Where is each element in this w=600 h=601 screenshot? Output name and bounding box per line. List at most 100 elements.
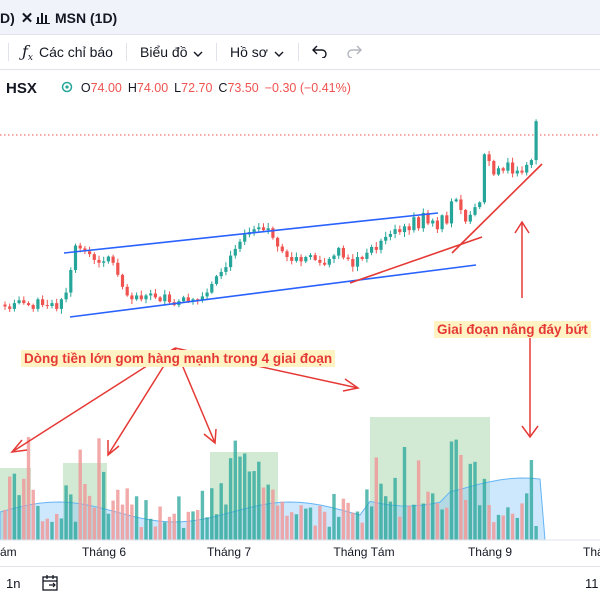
toolbar-divider bbox=[298, 43, 299, 61]
low-value: 72.70 bbox=[181, 81, 213, 95]
volume-bar bbox=[393, 477, 397, 540]
candle-body bbox=[487, 154, 491, 162]
volume-bar bbox=[402, 446, 407, 540]
candle-body bbox=[125, 286, 129, 296]
toolbar-divider bbox=[216, 43, 217, 61]
candle-body bbox=[506, 162, 510, 171]
candle-body bbox=[214, 276, 219, 284]
candle-body bbox=[153, 293, 157, 298]
indicators-button[interactable]: ƒx Các chỉ báo bbox=[22, 35, 113, 69]
volume-bar bbox=[482, 478, 487, 540]
volume-bar bbox=[59, 518, 64, 540]
volume-bar bbox=[40, 521, 45, 540]
volume-bar bbox=[327, 526, 331, 540]
candle-body bbox=[149, 293, 153, 296]
candle-body bbox=[384, 236, 388, 241]
volume-bar bbox=[233, 440, 237, 540]
volume-bar bbox=[290, 512, 294, 540]
volume-bar bbox=[167, 516, 172, 540]
candle-body bbox=[276, 237, 280, 247]
volume-bar bbox=[3, 509, 7, 540]
x-axis-tick-label: ám bbox=[0, 545, 17, 559]
tab-msn[interactable]: MSN (1D) bbox=[36, 4, 117, 32]
candle-body bbox=[360, 257, 364, 259]
candle-body bbox=[388, 234, 392, 237]
chart-type-button[interactable]: Biểu đồ bbox=[140, 35, 203, 69]
volume-bar bbox=[134, 496, 139, 540]
volume-bar bbox=[426, 491, 430, 540]
candle-body bbox=[64, 292, 68, 300]
volume-bar bbox=[261, 487, 266, 540]
volume-bar bbox=[26, 437, 31, 540]
chevron-down-icon bbox=[274, 44, 284, 60]
volume-bar bbox=[515, 517, 519, 540]
volume-bar bbox=[341, 498, 346, 540]
volume-bar bbox=[36, 505, 40, 540]
volume-bar bbox=[468, 463, 472, 540]
toolbar: ƒx Các chỉ báo Biểu đồ Hồ sơ bbox=[0, 35, 600, 70]
volume-bar bbox=[214, 514, 219, 540]
volume-bar bbox=[332, 493, 336, 540]
close-icon[interactable]: ✕ bbox=[20, 10, 34, 27]
candle-body bbox=[120, 274, 125, 287]
candle-body bbox=[45, 305, 49, 307]
candle-body bbox=[78, 245, 82, 249]
date-range-icon[interactable] bbox=[42, 574, 60, 595]
volume-bar bbox=[177, 496, 181, 540]
tab-previous[interactable]: D) ✕ bbox=[0, 4, 33, 32]
undo-button[interactable] bbox=[312, 35, 328, 69]
candle-body bbox=[50, 303, 54, 306]
volume-bar bbox=[69, 494, 73, 540]
candle-body bbox=[351, 258, 355, 267]
chart-type-label: Biểu đồ bbox=[140, 44, 188, 60]
arrowhead bbox=[521, 425, 539, 439]
volume-bar bbox=[398, 516, 402, 540]
candle-body bbox=[374, 246, 378, 250]
volume-bar bbox=[73, 521, 78, 540]
volume-bar bbox=[365, 489, 369, 540]
volume-bar bbox=[416, 460, 421, 540]
volume-bar bbox=[83, 484, 87, 540]
volume-bar bbox=[55, 513, 59, 540]
candle-body bbox=[421, 212, 425, 229]
arrowhead bbox=[203, 428, 217, 445]
candle-body bbox=[412, 217, 416, 231]
x-axis-tick-label: Tháng 7 bbox=[207, 545, 251, 559]
candle-body bbox=[313, 255, 317, 260]
candle-body bbox=[473, 207, 477, 215]
volume-bar bbox=[8, 476, 12, 540]
channel-lower-line bbox=[69, 264, 477, 318]
candle-body bbox=[454, 199, 458, 202]
volume-bar bbox=[181, 527, 186, 540]
volume-bar bbox=[97, 438, 101, 540]
channel-upper-line bbox=[63, 212, 439, 254]
volume-bar bbox=[496, 514, 501, 540]
candle-body bbox=[17, 300, 21, 304]
volume-bar bbox=[501, 515, 505, 540]
chart-tab-icon bbox=[36, 10, 50, 27]
candle-body bbox=[515, 170, 519, 174]
range-1n-button[interactable]: 1n bbox=[6, 576, 21, 591]
volume-bar bbox=[238, 456, 242, 540]
undo-icon bbox=[312, 44, 328, 61]
profile-button[interactable]: Hồ sơ bbox=[230, 35, 284, 69]
tab-msn-label: MSN (1D) bbox=[55, 10, 118, 26]
candle-body bbox=[318, 259, 322, 263]
candle-body bbox=[435, 220, 439, 230]
open-label: O bbox=[80, 81, 91, 95]
change-value: −0.30 (−0.41%) bbox=[264, 81, 351, 95]
candle-body bbox=[440, 215, 444, 230]
volume-bar bbox=[210, 488, 214, 540]
tab-bar: D) ✕ MSN (1D) bbox=[0, 0, 600, 35]
price-chart[interactable]: ám Tháng 6 Tháng 7 Tháng Tám Tháng 9 Thá bbox=[0, 70, 600, 566]
volume-bar bbox=[445, 507, 449, 540]
visibility-eye-icon[interactable] bbox=[61, 81, 73, 96]
candle-body bbox=[346, 257, 350, 259]
trendlines bbox=[63, 163, 543, 318]
volume-bar bbox=[520, 503, 524, 540]
arrowhead bbox=[342, 378, 360, 392]
redo-button[interactable] bbox=[346, 35, 362, 69]
volume-bar bbox=[200, 490, 205, 540]
volume-bar bbox=[158, 506, 162, 540]
volume-bar bbox=[22, 478, 26, 540]
